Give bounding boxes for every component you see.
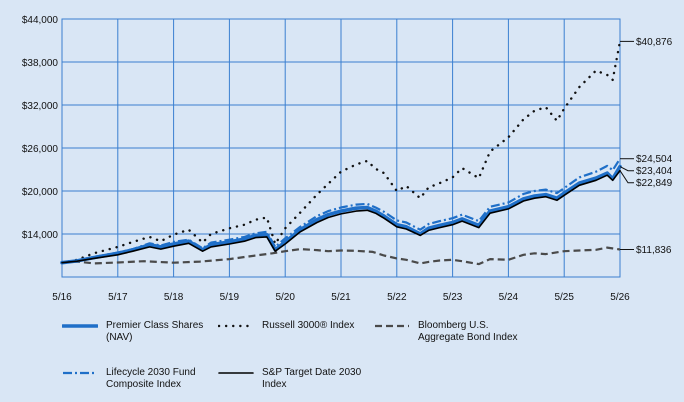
- leader-line: [619, 166, 634, 172]
- end-label-russell: $40,876: [636, 37, 673, 48]
- end-label-lifecycle: $24,504: [636, 154, 673, 165]
- x-tick-label: 5/21: [331, 292, 351, 303]
- end-label-premier: $23,404: [636, 166, 673, 177]
- x-tick-label: 5/16: [52, 292, 72, 303]
- x-tick-label: 5/17: [108, 292, 128, 303]
- y-tick-label: $32,000: [22, 101, 59, 112]
- y-tick-label: $44,000: [22, 15, 59, 26]
- series-line-russell: [60, 40, 622, 264]
- end-label-bond: $11,836: [636, 245, 672, 256]
- x-tick-label: 5/26: [610, 292, 630, 303]
- x-tick-label: 5/18: [164, 292, 184, 303]
- y-tick-label: $38,000: [22, 58, 59, 69]
- x-tick-label: 5/23: [443, 292, 463, 303]
- grid: [61, 18, 621, 278]
- series-line-lifecycle: [61, 158, 621, 264]
- x-tick-label: 5/22: [387, 292, 407, 303]
- y-tick-label: $20,000: [22, 187, 59, 198]
- end-label-sp: $22,849: [636, 178, 673, 189]
- series-line-premier: [60, 164, 622, 265]
- axes: $14,000 $20,000 $26,000 $32,000 $38,000 $44,0…: [22, 15, 630, 303]
- x-tick-label: 5/24: [499, 292, 519, 303]
- leader-line: [619, 170, 634, 184]
- series-line-bond: [61, 246, 621, 266]
- x-tick-label: 5/19: [220, 292, 240, 303]
- y-tick-label: $14,000: [22, 230, 59, 241]
- y-tick-label: $26,000: [22, 144, 59, 155]
- x-tick-label: 5/20: [275, 292, 295, 303]
- x-tick-label: 5/25: [554, 292, 574, 303]
- end-labels: $40,876 $24,504$23,404$22,849 $11,836: [619, 37, 673, 256]
- series-line-sp: [61, 169, 621, 264]
- series-layer: [60, 40, 622, 266]
